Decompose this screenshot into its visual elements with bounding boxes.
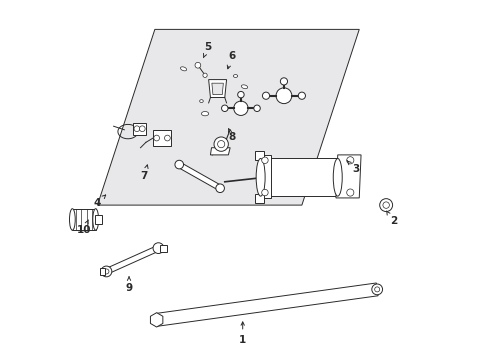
Circle shape — [214, 137, 228, 151]
Text: 3: 3 — [346, 161, 359, 174]
Polygon shape — [160, 244, 167, 252]
Ellipse shape — [93, 209, 99, 230]
Polygon shape — [178, 162, 221, 191]
Circle shape — [280, 78, 287, 85]
Circle shape — [134, 126, 140, 132]
Text: 4: 4 — [93, 195, 105, 208]
Polygon shape — [254, 194, 264, 203]
Polygon shape — [150, 313, 163, 327]
Polygon shape — [72, 209, 96, 230]
Text: 7: 7 — [140, 165, 148, 181]
Circle shape — [217, 140, 224, 148]
Circle shape — [233, 101, 247, 116]
Polygon shape — [100, 268, 104, 275]
Polygon shape — [133, 123, 145, 135]
Circle shape — [261, 189, 267, 196]
Text: 5: 5 — [203, 42, 211, 58]
Circle shape — [221, 105, 227, 112]
Circle shape — [153, 135, 159, 141]
Ellipse shape — [333, 158, 342, 196]
Polygon shape — [258, 155, 271, 198]
Text: 2: 2 — [386, 211, 396, 226]
Circle shape — [379, 199, 392, 212]
Circle shape — [374, 287, 379, 292]
Ellipse shape — [256, 158, 264, 196]
Ellipse shape — [233, 75, 237, 77]
Circle shape — [101, 266, 112, 277]
Polygon shape — [105, 246, 159, 274]
Polygon shape — [254, 151, 264, 160]
Circle shape — [298, 92, 305, 99]
Ellipse shape — [201, 112, 208, 116]
Circle shape — [253, 105, 260, 112]
Circle shape — [104, 269, 109, 274]
Polygon shape — [156, 283, 377, 326]
Circle shape — [346, 189, 353, 196]
Polygon shape — [211, 83, 223, 95]
Text: 8: 8 — [228, 129, 235, 142]
Polygon shape — [260, 158, 337, 196]
Circle shape — [139, 126, 145, 132]
Circle shape — [346, 157, 353, 164]
Text: 10: 10 — [77, 220, 91, 235]
Ellipse shape — [180, 67, 186, 71]
Circle shape — [276, 88, 291, 104]
Circle shape — [153, 243, 163, 253]
Text: 9: 9 — [125, 277, 132, 293]
Polygon shape — [153, 130, 171, 146]
Circle shape — [261, 157, 267, 163]
Circle shape — [195, 62, 201, 68]
Circle shape — [371, 284, 382, 295]
Circle shape — [203, 73, 207, 77]
Circle shape — [215, 184, 224, 193]
Circle shape — [382, 202, 388, 208]
Circle shape — [164, 135, 170, 141]
Ellipse shape — [69, 209, 75, 230]
Circle shape — [262, 92, 269, 99]
Text: 1: 1 — [239, 322, 246, 345]
Polygon shape — [335, 155, 360, 198]
Ellipse shape — [199, 100, 203, 103]
Polygon shape — [210, 148, 230, 155]
Polygon shape — [95, 215, 102, 224]
Text: 6: 6 — [227, 51, 235, 69]
Circle shape — [175, 160, 183, 169]
Circle shape — [237, 91, 244, 98]
Polygon shape — [97, 30, 359, 205]
Ellipse shape — [241, 85, 247, 89]
Polygon shape — [208, 80, 226, 98]
